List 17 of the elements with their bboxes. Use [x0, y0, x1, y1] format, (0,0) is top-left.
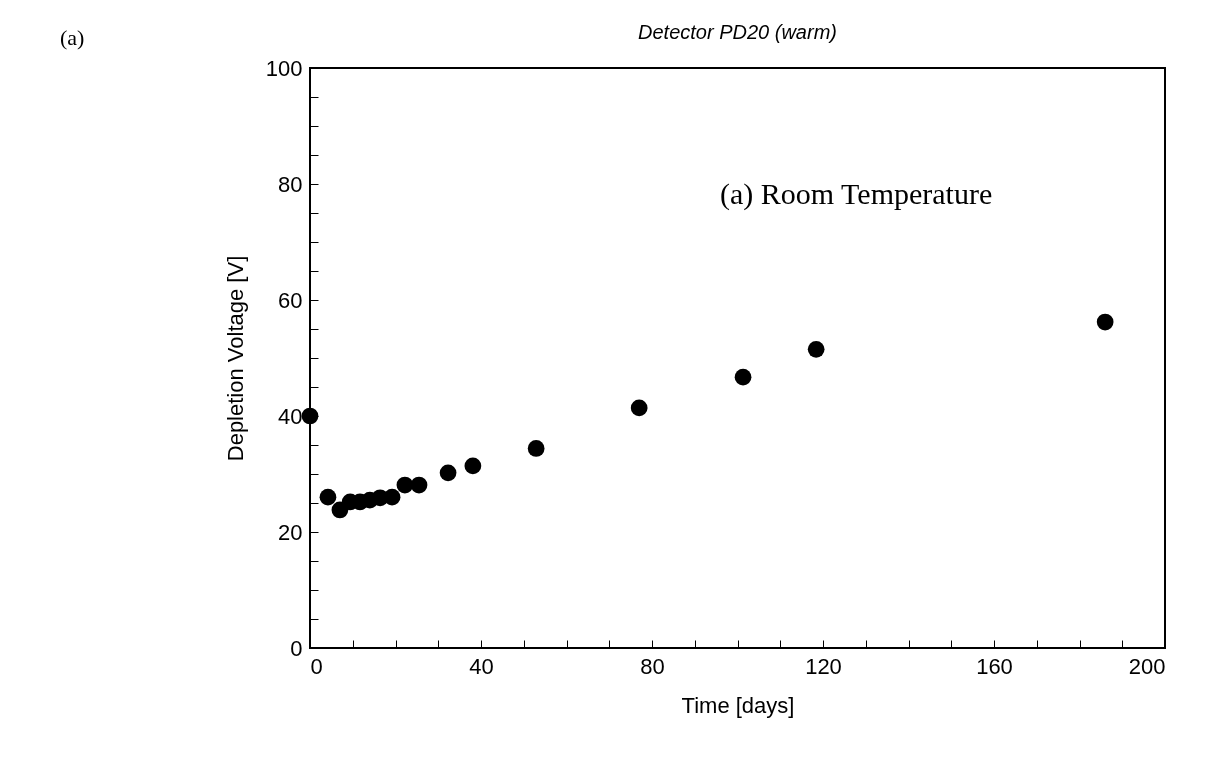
x-tick-label: 120	[805, 653, 842, 679]
y-tick-label: 0	[290, 635, 303, 661]
x-tick-label: 200	[1128, 653, 1166, 679]
annotation: (a) Room Temperature	[720, 177, 993, 211]
y-tick-label: 60	[278, 287, 303, 313]
y-axis-title: Depletion Voltage [V]	[222, 255, 248, 462]
text: (a)	[60, 25, 85, 50]
x-tick-label: 0	[310, 653, 323, 679]
y-tick-label: 40	[278, 403, 303, 429]
y-tick-label: 100	[265, 55, 303, 81]
y-tick-label: 80	[278, 171, 303, 197]
chart-title: Detector PD20 (warm)	[638, 21, 837, 43]
x-tick-label: 40	[469, 653, 494, 679]
x-axis-title: Time [days]	[681, 692, 795, 718]
y-tick-label: 20	[278, 519, 303, 545]
x-tick-label: 160	[976, 653, 1013, 679]
x-tick-label: 80	[640, 653, 665, 679]
